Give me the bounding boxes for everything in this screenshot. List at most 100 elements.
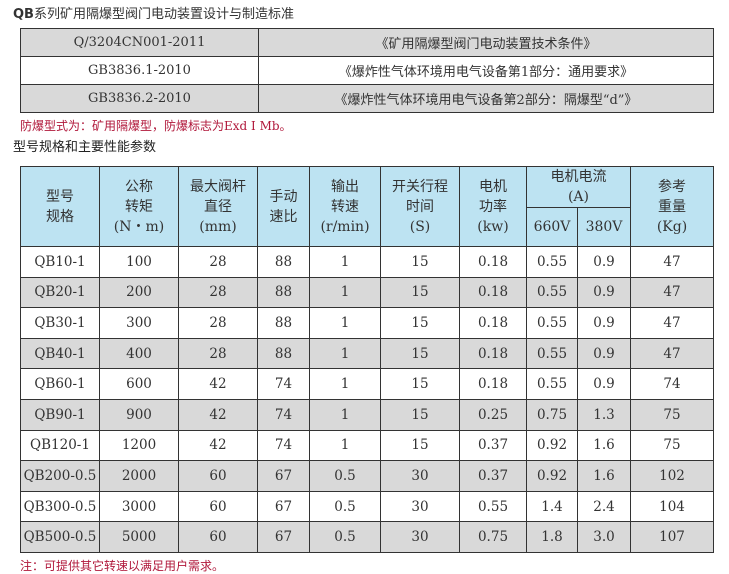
table-cell: 0.5: [309, 490, 381, 523]
title-text: 系列矿用隔爆型阀门电动装置设计与制造标准: [33, 7, 294, 22]
table-cell: QB300-0.5: [20, 490, 100, 523]
table-cell: 0.55: [459, 490, 527, 523]
table-cell: 1: [309, 337, 381, 370]
table-row: QB60-1 600 42 74 1 15 0.18 0.55 0.9 74: [20, 368, 714, 400]
table-cell: 0.18: [459, 337, 527, 370]
header-weight: 参考 重量 (Kg): [630, 166, 714, 247]
header-line: 功率: [479, 198, 507, 215]
spec-table: 型号 规格 公称 转矩 (N・m) 最大阀杆 直径 (mm) 手动 速比 输出 转速 (r/mi…: [20, 166, 714, 553]
header-line: 公称: [125, 178, 153, 195]
table-cell: 67: [257, 460, 310, 492]
table-cell: 0.9: [577, 368, 631, 400]
table-cell: 74: [630, 368, 714, 400]
table-cell: 28: [178, 337, 258, 370]
header-380v: 380V: [577, 207, 631, 247]
standard-code: GB3836.2-2010: [20, 84, 259, 113]
header-line: (S): [409, 218, 431, 235]
section-subtitle: 型号规格和主要性能参数: [13, 140, 157, 155]
standard-name: 《矿用隔爆型阀门电动装置技术条件》: [258, 28, 714, 57]
table-cell: 1.8: [526, 521, 578, 553]
standard-row: Q/3204CN001-2011 《矿用隔爆型阀门电动装置技术条件》: [20, 28, 714, 57]
table-cell: 1: [309, 246, 381, 278]
header-line: 手动: [269, 188, 298, 205]
table-row: QB30-1 300 28 88 1 15 0.18 0.55 0.9 47: [20, 307, 714, 339]
table-cell: 0.55: [526, 307, 578, 339]
table-cell: 2.4: [577, 490, 631, 523]
header-line: (N・m): [113, 218, 165, 235]
table-cell: 1: [309, 398, 381, 431]
standards-table: Q/3204CN001-2011 《矿用隔爆型阀门电动装置技术条件》 GB3836.…: [20, 28, 714, 113]
table-cell: QB120-1: [20, 429, 100, 462]
table-cell: 600: [99, 368, 179, 400]
header-line: 速比: [269, 208, 298, 225]
table-cell: 60: [178, 460, 258, 492]
table-row: QB200-0.5 2000 60 67 0.5 30 0.37 0.92 1.6 102: [20, 460, 714, 492]
table-cell: 42: [178, 398, 258, 431]
table-cell: 200: [99, 276, 179, 309]
table-cell: 3000: [99, 490, 179, 523]
table-cell: 74: [257, 398, 310, 431]
header-model: 型号 规格: [20, 166, 100, 247]
header-torque: 公称 转矩 (N・m): [99, 166, 179, 247]
table-cell: 60: [178, 521, 258, 553]
table-cell: 0.18: [459, 368, 527, 400]
table-row: QB300-0.5 3000 60 67 0.5 30 0.55 1.4 2.4 104: [20, 490, 714, 523]
table-cell: 47: [630, 337, 714, 370]
standard-row: GB3836.2-2010 《爆炸性气体环境用电气设备第2部分：隔爆型“d”》: [20, 84, 714, 113]
table-cell: QB90-1: [20, 398, 100, 431]
header-line: (kw): [477, 218, 509, 235]
table-cell: 88: [257, 307, 310, 339]
table-cell: 104: [630, 490, 714, 523]
table-cell: 88: [257, 276, 310, 309]
standard-code: Q/3204CN001-2011: [20, 28, 259, 57]
footnote: 注：可提供其它转速以满足用户需求。: [20, 559, 225, 573]
table-cell: 5000: [99, 521, 179, 553]
header-line: 开关行程: [392, 178, 448, 195]
page-title: QB系列矿用隔爆型阀门电动装置设计与制造标准: [13, 3, 294, 22]
header-line: 电机: [479, 178, 507, 195]
table-cell: 400: [99, 337, 179, 370]
header-line: 参考: [658, 178, 686, 195]
table-cell: 0.18: [459, 307, 527, 339]
header-line: 时间: [406, 198, 434, 215]
standard-name: 《爆炸性气体环境用电气设备第2部分：隔爆型“d”》: [258, 84, 714, 113]
table-cell: 300: [99, 307, 179, 339]
header-line: 转速: [331, 198, 359, 215]
table-cell: 30: [380, 521, 460, 553]
table-cell: 0.55: [526, 246, 578, 278]
table-cell: 1.6: [577, 460, 631, 492]
table-row: QB40-1 400 28 88 1 15 0.18 0.55 0.9 47: [20, 337, 714, 370]
table-cell: 0.55: [526, 337, 578, 370]
table-cell: 42: [178, 429, 258, 462]
table-cell: 15: [380, 337, 460, 370]
table-cell: 0.18: [459, 246, 527, 278]
table-cell: 15: [380, 368, 460, 400]
table-cell: 88: [257, 337, 310, 370]
table-cell: 47: [630, 246, 714, 278]
table-cell: 75: [630, 398, 714, 431]
header-line: 规格: [46, 208, 74, 225]
table-cell: 0.5: [309, 460, 381, 492]
table-cell: 42: [178, 368, 258, 400]
table-cell: 1.6: [577, 429, 631, 462]
table-cell: QB60-1: [20, 368, 100, 400]
table-cell: 0.37: [459, 460, 527, 492]
table-cell: 0.37: [459, 429, 527, 462]
header-line: 直径: [204, 198, 232, 215]
table-cell: 0.75: [459, 521, 527, 553]
table-cell: 28: [178, 276, 258, 309]
header-660v: 660V: [526, 207, 578, 247]
table-cell: 100: [99, 246, 179, 278]
header-line: 电机电流: [550, 169, 607, 185]
table-cell: 102: [630, 460, 714, 492]
table-row: QB120-1 1200 42 74 1 15 0.37 0.92 1.6 75: [20, 429, 714, 462]
table-cell: QB40-1: [20, 337, 100, 370]
header-line: (Kg): [656, 218, 688, 235]
table-cell: 15: [380, 307, 460, 339]
table-cell: 0.9: [577, 337, 631, 370]
table-cell: 15: [380, 246, 460, 278]
table-cell: QB500-0.5: [20, 521, 100, 553]
table-row: QB10-1 100 28 88 1 15 0.18 0.55 0.9 47: [20, 246, 714, 278]
table-cell: 0.25: [459, 398, 527, 431]
table-cell: 1200: [99, 429, 179, 462]
